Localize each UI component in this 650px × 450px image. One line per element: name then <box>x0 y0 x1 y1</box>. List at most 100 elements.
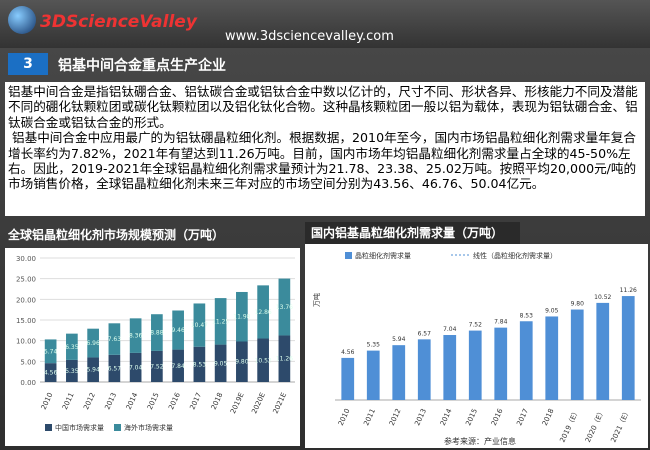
data-label: 8.36 <box>129 333 143 340</box>
chart: 全球铝晶粒细化剂市场规模预测（万吨） 0.00 5.00 10.00 15.00 20.… <box>5 227 300 446</box>
y-tick-label: 10.00 <box>16 338 36 346</box>
bar <box>44 363 57 382</box>
data-label: 7.84 <box>494 319 508 326</box>
data-label: 5.35 <box>65 368 79 375</box>
legend-label: 中国市场需求量 <box>55 423 104 432</box>
data-label: 11.98 <box>233 314 250 321</box>
bar <box>257 285 269 339</box>
data-label: 4.56 <box>341 349 355 356</box>
legend-label: 海外市场需求量 <box>124 423 173 432</box>
data-label: 6.57 <box>108 365 122 372</box>
logo-icon <box>8 6 36 34</box>
bar <box>443 335 457 400</box>
bar <box>193 303 206 347</box>
bar <box>596 302 610 400</box>
bar <box>172 349 184 382</box>
data-label: 5.94 <box>392 336 406 343</box>
y-tick-label: 20.00 <box>16 296 36 304</box>
y-tick-label: 5.00 <box>20 358 36 366</box>
bar <box>236 341 248 382</box>
data-label: 5.74 <box>44 348 58 355</box>
data-label: 9.80 <box>235 359 249 366</box>
data-label: 9.46 <box>171 327 185 334</box>
data-label: 9.05 <box>214 360 228 367</box>
source: 参考来源：产业信息 <box>444 436 516 446</box>
data-label: 7.04 <box>443 326 457 333</box>
bar <box>87 328 99 358</box>
data-label: 12.86 <box>255 309 272 316</box>
data-label: 13.76 <box>276 304 293 311</box>
bar <box>66 333 78 360</box>
data-label: 5.94 <box>86 367 100 374</box>
bar <box>129 318 142 353</box>
bar <box>193 346 206 382</box>
data-label: 7.52 <box>469 322 483 329</box>
bar <box>341 357 355 400</box>
data-label: 10.47 <box>191 322 208 329</box>
bar <box>151 314 163 351</box>
chart-title: 全球铝晶粒细化剂市场规模预测（万吨） <box>7 227 224 242</box>
bar <box>108 323 121 355</box>
data-label: 7.04 <box>129 364 143 371</box>
data-label: 8.88 <box>150 330 164 337</box>
y-tick-label: 25.00 <box>16 276 36 284</box>
data-label: 9.80 <box>571 301 585 308</box>
legend-label: 晶粒细化剂需求量 <box>355 251 411 260</box>
data-label: 11.26 <box>620 287 637 294</box>
legend-label: 线性（晶粒细化剂需求量） <box>473 251 557 260</box>
data-label: 10.52 <box>255 357 272 364</box>
data-label: 11.26 <box>276 356 293 363</box>
bar <box>278 278 291 336</box>
data-label: 6.57 <box>418 330 432 337</box>
bar <box>172 310 184 350</box>
bar <box>392 345 406 400</box>
y-axis-label: 万吨 <box>312 293 321 307</box>
section-title: 铝基中间合金重点生产企业 <box>58 58 226 74</box>
logo: 3DScienceValley <box>40 12 197 32</box>
bar <box>468 330 482 400</box>
bar <box>621 296 635 400</box>
chart-title: 国内铝基晶粒细化剂需求量（万吨） <box>311 225 503 240</box>
legend-swatch <box>345 252 352 259</box>
top-bar <box>0 0 650 48</box>
bar <box>519 321 533 400</box>
bar <box>494 327 508 400</box>
data-label: 6.96 <box>86 340 100 347</box>
url: www.3dsciencevalley.com <box>225 29 394 44</box>
y-tick-label: 0.00 <box>20 379 36 387</box>
y-tick-label: 30.00 <box>16 255 36 263</box>
legend-swatch <box>45 424 52 431</box>
bar <box>545 316 559 400</box>
bar <box>108 354 121 382</box>
data-label: 7.52 <box>150 363 164 370</box>
bar <box>257 338 269 382</box>
bar <box>129 352 142 382</box>
bar <box>278 335 291 382</box>
body-text: 铝基中间合金是指铝钛硼合金、铝钛碳合金或铝钛合金中数以亿计的，尺寸不同、形状各异… <box>5 82 645 216</box>
data-label: 8.53 <box>520 312 534 319</box>
data-label: 8.53 <box>193 361 207 368</box>
paragraph: 铝基中间合金中应用最广的为铝钛硼晶粒细化剂。根据数据，2010年至今，国内市场铝… <box>8 130 637 192</box>
data-label: 4.56 <box>44 370 58 377</box>
data-label: 9.05 <box>545 307 559 314</box>
bar <box>236 291 248 342</box>
bar <box>570 309 584 400</box>
bar <box>214 344 227 382</box>
data-label: 5.35 <box>367 342 381 349</box>
data-label: 11.25 <box>212 318 229 325</box>
data-label: 10.52 <box>594 294 611 301</box>
section-number: 3 <box>8 53 48 75</box>
chart: 国内铝基晶粒细化剂需求量（万吨） 4.56 5.35 5.94 6.57 7.04 7.5… <box>305 222 648 448</box>
bar <box>44 339 57 364</box>
paragraph: 铝基中间合金是指铝钛硼合金、铝钛碳合金或铝钛合金中数以亿计的，尺寸不同、形状各异… <box>8 84 638 130</box>
bar <box>417 339 431 400</box>
data-label: 7.63 <box>108 336 122 343</box>
bar <box>87 357 99 382</box>
data-label: 6.35 <box>65 344 79 351</box>
data-label: 7.84 <box>171 363 185 370</box>
bar <box>151 350 163 382</box>
y-tick-label: 15.00 <box>16 317 36 325</box>
title-box <box>305 222 520 244</box>
bar <box>214 298 227 345</box>
